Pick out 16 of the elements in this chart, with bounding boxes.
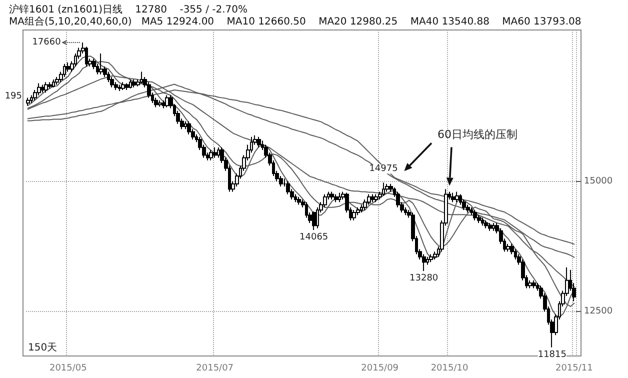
annotation: 13280 (410, 273, 438, 284)
x-tick-label: 2015/07 (196, 364, 234, 374)
annotation: 150天 (28, 342, 58, 354)
x-tick-label: 2015/09 (361, 364, 399, 374)
annotation: 14065 (300, 232, 328, 243)
y-tick-label: 12500 (584, 306, 613, 317)
chart-title: 沪锌1601 (zn1601)日线 12780 -355 / -2.70% (9, 4, 248, 16)
text: 195 (4, 92, 22, 102)
annotation: 60日均线的压制 (438, 128, 518, 142)
x-tick-label: 2015/10 (430, 364, 468, 374)
x-tick-label: 2015/05 (49, 364, 87, 374)
y-tick-label: 15000 (584, 176, 613, 186)
annotation: 11815 (538, 350, 566, 360)
x-tick-label: 2015/11 (555, 364, 593, 374)
chart-subtitle: MA组合(5,10,20,40,60,0) MA5 12924.00 MA10 12660.50 MA20 12980.25 MA40 13540.88 MA60 13793.08 (9, 16, 582, 28)
annotation: 17660 (32, 38, 62, 48)
